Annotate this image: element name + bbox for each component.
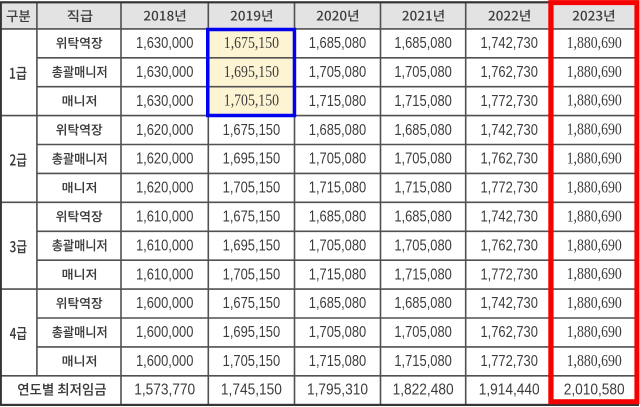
svg-text:1,880,690: 1,880,690 — [567, 62, 622, 81]
svg-text:1,630,000: 1,630,000 — [136, 35, 194, 52]
svg-text:1,795,310: 1,795,310 — [307, 382, 368, 399]
svg-text:1,742,730: 1,742,730 — [480, 209, 538, 226]
svg-text:1,705,150: 1,705,150 — [223, 353, 281, 370]
svg-text:1,705,080: 1,705,080 — [309, 151, 367, 168]
svg-text:1,762,730: 1,762,730 — [480, 237, 538, 254]
svg-text:1,880,690: 1,880,690 — [567, 264, 622, 283]
svg-text:1,880,690: 1,880,690 — [567, 322, 622, 341]
svg-text:1,705,080: 1,705,080 — [394, 151, 452, 168]
svg-text:1,880,690: 1,880,690 — [567, 177, 622, 196]
svg-text:1,772,730: 1,772,730 — [480, 93, 538, 110]
svg-text:1,620,000: 1,620,000 — [136, 180, 194, 197]
svg-text:1,600,000: 1,600,000 — [136, 353, 194, 370]
svg-text:1,762,730: 1,762,730 — [480, 151, 538, 168]
svg-text:1,715,080: 1,715,080 — [309, 353, 367, 370]
svg-text:1,715,080: 1,715,080 — [394, 180, 452, 197]
svg-text:1,675,150: 1,675,150 — [223, 295, 281, 312]
svg-text:1,685,080: 1,685,080 — [394, 122, 452, 139]
svg-text:1,742,730: 1,742,730 — [480, 295, 538, 312]
svg-text:1,772,730: 1,772,730 — [480, 266, 538, 283]
svg-text:1,610,000: 1,610,000 — [136, 237, 194, 254]
svg-text:2,010,580: 2,010,580 — [564, 382, 625, 399]
svg-text:1,620,000: 1,620,000 — [136, 122, 194, 139]
svg-text:1,685,080: 1,685,080 — [394, 209, 452, 226]
svg-text:1,705,080: 1,705,080 — [394, 64, 452, 81]
svg-text:1,745,150: 1,745,150 — [221, 382, 282, 399]
svg-text:1,742,730: 1,742,730 — [480, 35, 538, 52]
svg-text:1,705,080: 1,705,080 — [309, 237, 367, 254]
svg-text:1,685,080: 1,685,080 — [309, 209, 367, 226]
svg-text:1,880,690: 1,880,690 — [567, 351, 622, 370]
svg-text:1,880,690: 1,880,690 — [567, 33, 622, 52]
svg-text:1,914,440: 1,914,440 — [479, 382, 540, 399]
svg-text:1,695,150: 1,695,150 — [223, 324, 281, 341]
svg-text:1,880,690: 1,880,690 — [567, 293, 622, 312]
svg-text:1,705,150: 1,705,150 — [224, 91, 279, 110]
svg-text:1,715,080: 1,715,080 — [394, 353, 452, 370]
svg-text:1,685,080: 1,685,080 — [394, 35, 452, 52]
svg-text:1,880,690: 1,880,690 — [567, 120, 622, 139]
svg-text:1,880,690: 1,880,690 — [567, 149, 622, 168]
svg-text:1,685,080: 1,685,080 — [394, 295, 452, 312]
svg-text:1,705,080: 1,705,080 — [394, 237, 452, 254]
svg-text:1,762,730: 1,762,730 — [480, 324, 538, 341]
svg-text:1,822,480: 1,822,480 — [393, 382, 454, 399]
svg-text:1,600,000: 1,600,000 — [136, 295, 194, 312]
svg-text:1,630,000: 1,630,000 — [136, 64, 194, 81]
svg-text:1,600,000: 1,600,000 — [136, 324, 194, 341]
svg-text:1,715,080: 1,715,080 — [394, 93, 452, 110]
svg-text:1,695,150: 1,695,150 — [223, 151, 281, 168]
svg-text:1,880,690: 1,880,690 — [567, 91, 622, 110]
svg-text:1,762,730: 1,762,730 — [480, 64, 538, 81]
svg-text:1,695,150: 1,695,150 — [224, 62, 279, 81]
svg-text:1,742,730: 1,742,730 — [480, 122, 538, 139]
svg-text:1,620,000: 1,620,000 — [136, 151, 194, 168]
svg-text:1,880,690: 1,880,690 — [567, 206, 622, 225]
svg-text:1,675,150: 1,675,150 — [224, 33, 279, 52]
svg-text:1,685,080: 1,685,080 — [309, 35, 367, 52]
svg-text:1,715,080: 1,715,080 — [309, 180, 367, 197]
svg-text:1,705,150: 1,705,150 — [223, 266, 281, 283]
svg-text:1,715,080: 1,715,080 — [309, 266, 367, 283]
svg-text:1,695,150: 1,695,150 — [223, 237, 281, 254]
svg-text:1,610,000: 1,610,000 — [136, 209, 194, 226]
svg-text:1,610,000: 1,610,000 — [136, 266, 194, 283]
svg-text:1,715,080: 1,715,080 — [309, 93, 367, 110]
svg-text:1,715,080: 1,715,080 — [394, 266, 452, 283]
svg-text:1,772,730: 1,772,730 — [480, 180, 538, 197]
svg-text:1,705,080: 1,705,080 — [394, 324, 452, 341]
svg-text:1,772,730: 1,772,730 — [480, 353, 538, 370]
svg-text:1,705,080: 1,705,080 — [309, 64, 367, 81]
svg-text:1,685,080: 1,685,080 — [309, 295, 367, 312]
svg-text:1,630,000: 1,630,000 — [136, 93, 194, 110]
svg-text:1,685,080: 1,685,080 — [309, 122, 367, 139]
svg-text:1,573,770: 1,573,770 — [134, 382, 195, 399]
svg-text:1,705,150: 1,705,150 — [223, 180, 281, 197]
svg-text:1,880,690: 1,880,690 — [567, 235, 622, 254]
svg-text:1,675,150: 1,675,150 — [223, 122, 281, 139]
svg-text:1,705,080: 1,705,080 — [309, 324, 367, 341]
svg-text:1,675,150: 1,675,150 — [223, 209, 281, 226]
